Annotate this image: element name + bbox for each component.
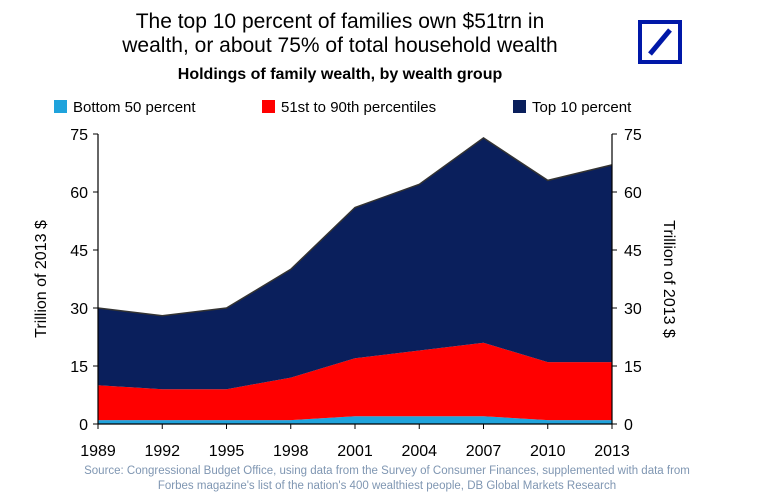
legend-item-51st-to-90th: 51st to 90th percentiles <box>262 99 436 116</box>
y-tick-label-left: 15 <box>70 359 88 376</box>
area-series-51st-to-90th-percentiles <box>98 342 612 421</box>
chart-subtitle: Holdings of family wealth, by wealth gro… <box>177 66 503 83</box>
y-tick-label-left: 0 <box>79 417 88 434</box>
legend-label-top-10: Top 10 percent <box>532 99 632 116</box>
top-boundary-line <box>97 136 613 317</box>
y-tick-label-right: 15 <box>624 359 642 376</box>
area-series-bottom-50-percent <box>98 416 612 424</box>
legend: Bottom 50 percent 51st to 90th percentil… <box>0 99 774 119</box>
y-tick-label-right: 60 <box>624 185 642 202</box>
legend-swatch-top-10 <box>513 100 526 113</box>
y-axis-title-right: Trillion of 2013 $ <box>660 220 677 338</box>
y-tick-label-right: 75 <box>624 127 642 144</box>
x-tick-label: 1995 <box>209 443 245 460</box>
title-line-2: wealth, or about 75% of total household … <box>122 34 558 57</box>
legend-swatch-bottom-50 <box>54 100 67 113</box>
y-tick-label-left: 30 <box>70 301 88 318</box>
legend-item-bottom-50: Bottom 50 percent <box>54 99 196 116</box>
y-tick-label-right: 0 <box>624 417 633 434</box>
deutsche-bank-logo-icon <box>638 20 682 64</box>
x-tick-label: 2010 <box>530 443 566 460</box>
x-tick-label: 2007 <box>466 443 502 460</box>
y-tick-label-left: 60 <box>70 185 88 202</box>
legend-label-51st-to-90th: 51st to 90th percentiles <box>281 99 437 116</box>
legend-swatch-51st-to-90th <box>262 100 275 113</box>
y-tick-label-left: 45 <box>70 243 88 260</box>
chart-title: The top 10 percent of families own $51tr… <box>70 10 610 58</box>
x-tick-label: 1998 <box>273 443 309 460</box>
x-tick-label: 2013 <box>594 443 630 460</box>
x-tick-label: 2004 <box>401 443 437 460</box>
source-line-2: Forbes magazine's list of the nation's 4… <box>157 480 617 492</box>
y-tick-label-right: 30 <box>624 301 642 318</box>
legend-label-bottom-50: Bottom 50 percent <box>73 99 196 116</box>
legend-item-top-10: Top 10 percent <box>513 99 631 116</box>
area-series-top-10-percent <box>98 137 612 390</box>
x-tick-label: 2001 <box>337 443 373 460</box>
source-note: Source: Congressional Budget Office, usi… <box>10 464 764 494</box>
title-line-1: The top 10 percent of families own $51tr… <box>135 10 545 33</box>
x-tick-label: 1989 <box>80 443 116 460</box>
x-tick-label: 1992 <box>144 443 180 460</box>
y-tick-label-left: 75 <box>70 127 88 144</box>
y-tick-label-right: 45 <box>624 243 642 260</box>
y-axis-title-left: Trillion of 2013 $ <box>33 220 50 338</box>
source-line-1: Source: Congressional Budget Office, usi… <box>84 465 690 477</box>
